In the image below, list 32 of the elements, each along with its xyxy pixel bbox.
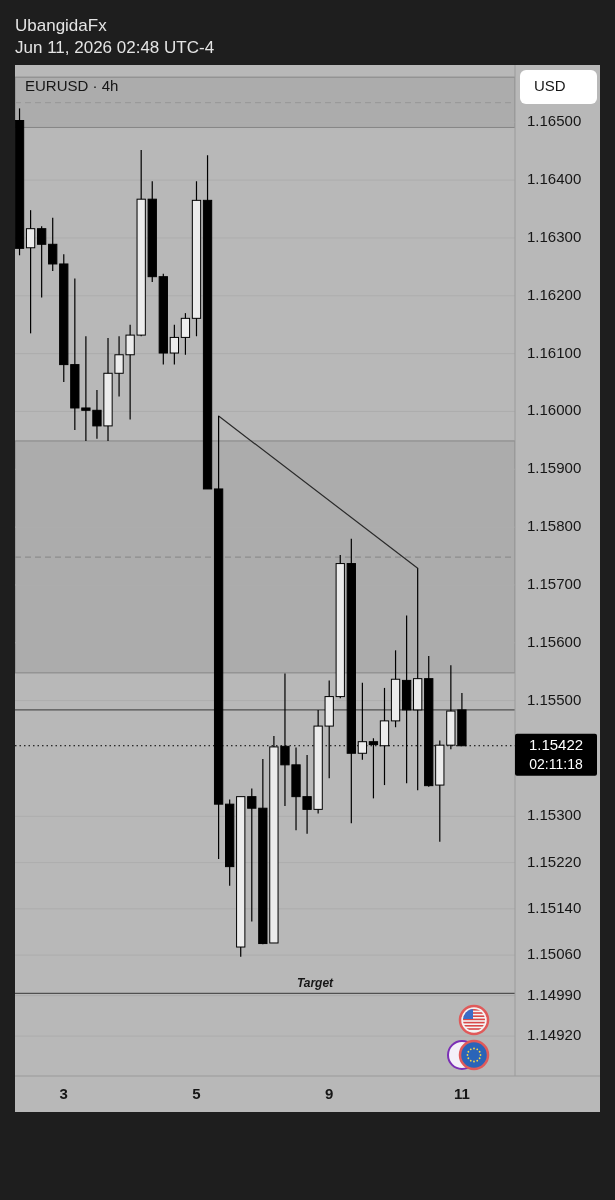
y-tick-label: 1.14990 bbox=[527, 985, 582, 1003]
text: Jun 11, 2026 02:48 UTC-4 bbox=[15, 38, 215, 57]
x-tick-label: 11 bbox=[453, 1084, 470, 1102]
text: UbangidaFx bbox=[15, 16, 108, 35]
ref-line-label: Target bbox=[296, 976, 335, 991]
text: 02:11:18 bbox=[529, 755, 583, 772]
y-tick-label: 1.15600 bbox=[527, 632, 582, 650]
y-tick-label: 1.15800 bbox=[527, 517, 582, 535]
candlestick bbox=[37, 225, 47, 299]
candlestick bbox=[25, 209, 36, 334]
y-tick-label: 1.15900 bbox=[527, 459, 582, 477]
x-tick-label: 3 bbox=[59, 1084, 68, 1102]
y-tick-label: 1.16300 bbox=[527, 227, 582, 245]
text: EURUSD · 4h bbox=[25, 76, 119, 94]
text: USD bbox=[534, 76, 566, 94]
candlestick bbox=[180, 312, 191, 356]
candlestick bbox=[169, 324, 180, 366]
y-tick-label: 1.15500 bbox=[527, 690, 582, 708]
x-tick-label: 9 bbox=[325, 1084, 334, 1102]
y-tick-label: 1.16000 bbox=[527, 401, 582, 419]
y-tick-label: 1.16500 bbox=[527, 112, 582, 130]
y-tick-label: 1.16200 bbox=[527, 285, 582, 303]
y-tick-label: 1.14920 bbox=[527, 1026, 582, 1044]
y-tick-label: 1.15700 bbox=[527, 574, 582, 592]
y-tick-label: 1.15220 bbox=[527, 852, 582, 870]
y-tick-label: 1.16400 bbox=[527, 170, 582, 188]
x-tick-label: 5 bbox=[192, 1084, 201, 1102]
y-tick-label: 1.15140 bbox=[527, 898, 582, 916]
ref-line-label: 1.15422 bbox=[528, 735, 584, 753]
y-tick-label: 1.15300 bbox=[527, 806, 582, 824]
y-tick-label: 1.15060 bbox=[527, 945, 582, 963]
y-tick-label: 1.16100 bbox=[527, 343, 582, 361]
